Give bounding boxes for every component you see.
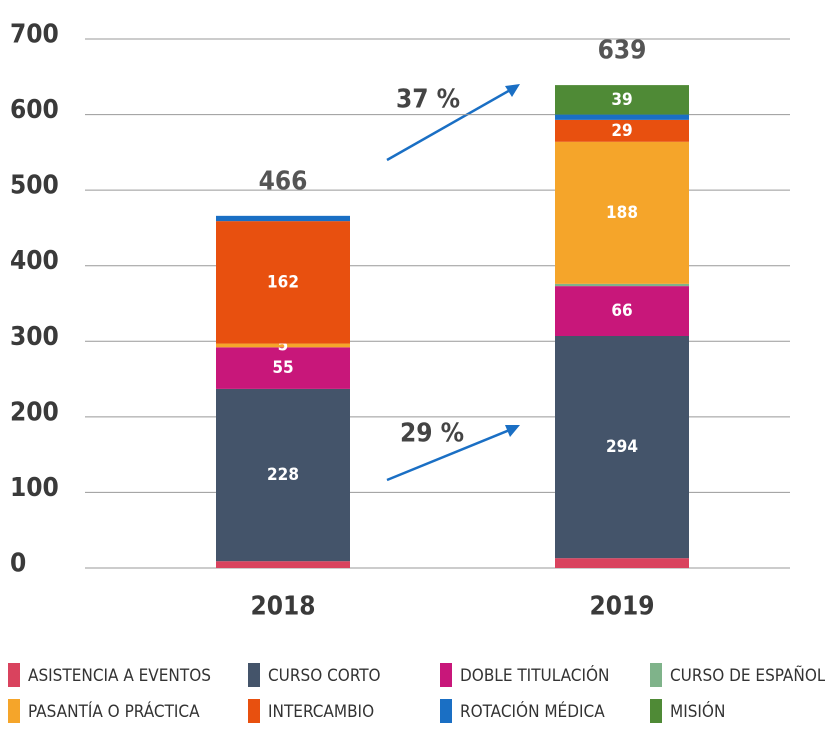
bar-segment [216,561,350,568]
bar-segment [216,347,350,389]
legend-swatch [8,699,20,723]
x-tick-label: 2019 [589,592,654,622]
legend-label: DOBLE TITULACIÓN [460,664,609,686]
y-tick-label: 600 [10,95,59,125]
data-label: 294 [606,437,638,457]
annotation: 37 % [396,85,460,115]
legend-swatch [248,699,260,723]
bar-segment [555,85,689,115]
bar-segment [216,221,350,344]
data-label: 29 [611,121,632,141]
data-label: 39 [611,90,632,110]
legend-label: CURSO CORTO [268,666,381,686]
y-tick-label: 700 [10,20,59,50]
x-tick-label: 2018 [250,592,315,622]
total-label: 639 [598,36,647,66]
legend-swatch [248,663,260,687]
y-tick-label: 100 [10,473,59,503]
bar-segment [216,215,350,222]
bar-segment [216,388,350,562]
data-label: 228 [267,465,299,485]
total-label: 466 [259,166,308,196]
y-tick-label: 500 [10,171,59,201]
legend-swatch [440,663,452,687]
legend-swatch [650,699,662,723]
arrow-head [505,84,520,97]
legend-label: ASISTENCIA A EVENTOS [28,666,211,686]
data-label: 55 [272,358,293,378]
legend-label: INTERCAMBIO [268,702,374,722]
legend-label: MISIÓN [670,700,725,722]
bar-segment [555,141,689,284]
bar-segment [555,119,689,142]
y-tick-label: 300 [10,322,59,352]
legend-label: CURSO DE ESPAÑOL [670,664,825,686]
bar-segment [555,286,689,336]
legend-swatch [440,699,452,723]
data-label: 5 [278,335,289,355]
data-label: 162 [267,272,299,292]
legend-swatch [8,663,20,687]
legend-label: PASANTÍA O PRÁCTICA [28,700,200,722]
bar-segment [555,283,689,287]
bar-segment [555,335,689,559]
y-tick-label: 400 [10,246,59,276]
data-label: 66 [611,301,632,321]
arrow-head [505,425,520,437]
legend-label: ROTACIÓN MÉDICA [460,700,605,722]
data-label: 188 [606,203,638,223]
y-tick-label: 200 [10,397,59,427]
y-tick-label: 0 [10,549,26,579]
bar-segment [555,558,689,568]
arrow [386,87,513,162]
bar-segment [216,343,350,348]
arrow [386,427,513,482]
annotation: 29 % [400,419,464,449]
bar-segment [555,114,689,120]
legend-swatch [650,663,662,687]
